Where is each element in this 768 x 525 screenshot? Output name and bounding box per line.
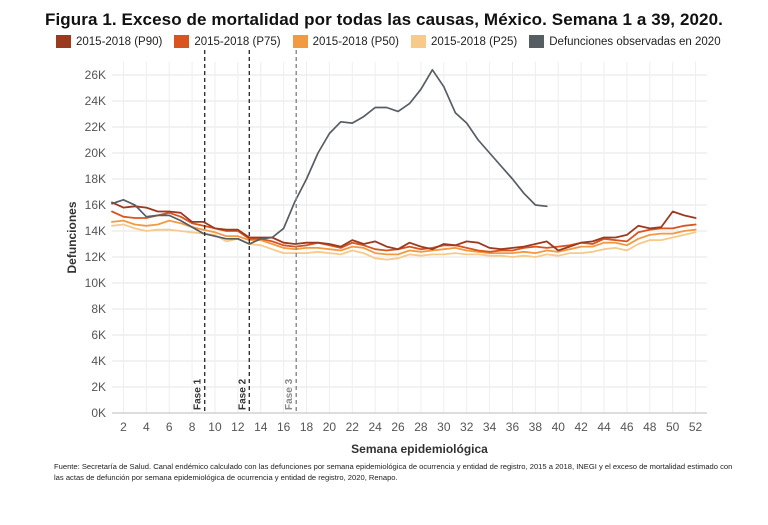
source-note: Fuente: Secretaría de Salud. Canal endém… — [54, 462, 733, 482]
legend-item-p75[interactable]: 2015-2018 (P75) — [174, 35, 281, 48]
y-tick-label: 24K — [85, 94, 106, 108]
legend-label-p25: 2015-2018 (P25) — [430, 35, 518, 48]
x-tick-label: 10 — [208, 420, 222, 434]
legend: 2015-2018 (P90) 2015-2018 (P75) 2015-201… — [56, 35, 733, 48]
phase-label-3: Fase 3 — [284, 378, 295, 410]
x-tick-label: 20 — [323, 420, 337, 434]
x-tick-label: 42 — [574, 420, 588, 434]
x-tick-label: 14 — [254, 420, 268, 434]
legend-swatch-observed — [529, 35, 545, 48]
legend-label-p90: 2015-2018 (P90) — [76, 35, 163, 48]
x-tick-label: 40 — [552, 420, 566, 434]
legend-swatch-p75 — [174, 35, 190, 48]
x-tick-label: 8 — [189, 420, 196, 434]
legend-swatch-p50 — [292, 35, 308, 48]
x-tick-label: 32 — [460, 420, 474, 434]
series-line-5 — [111, 68, 548, 245]
y-tick-label: 6K — [91, 328, 106, 342]
y-tick-label: 2K — [91, 380, 106, 394]
x-tick-label: 46 — [620, 420, 634, 434]
y-tick-label: 4K — [91, 354, 106, 368]
x-tick-label: 36 — [506, 420, 520, 434]
y-tick-label: 8K — [91, 302, 106, 316]
y-tick-label: 18K — [85, 172, 106, 186]
phase-label-1: Fase 1 — [193, 378, 204, 410]
y-tick-label: 16K — [85, 198, 106, 212]
x-tick-label: 50 — [666, 420, 680, 434]
phase-label-2: Fase 2 — [237, 378, 248, 410]
legend-item-observed[interactable]: Defunciones observadas en 2020 — [529, 35, 721, 48]
x-tick-label: 30 — [437, 420, 451, 434]
x-tick-label: 4 — [143, 420, 150, 434]
x-tick-label: 22 — [346, 420, 360, 434]
legend-label-p50: 2015-2018 (P50) — [312, 35, 399, 48]
x-tick-label: 18 — [300, 420, 314, 434]
x-tick-label: 16 — [277, 420, 291, 434]
legend-item-p50[interactable]: 2015-2018 (P50) — [292, 35, 399, 48]
legend-label-p75: 2015-2018 (P75) — [194, 35, 281, 48]
series-line-4 — [111, 201, 697, 252]
y-tick-label: 26K — [85, 68, 106, 82]
y-tick-label: 14K — [85, 224, 106, 238]
x-tick-label: 28 — [414, 420, 428, 434]
x-tick-label: 34 — [483, 420, 497, 434]
x-tick-label: 6 — [166, 420, 173, 434]
series-line-3 — [111, 210, 697, 253]
y-tick-label: 0K — [91, 406, 106, 420]
legend-swatch-p25 — [410, 35, 426, 48]
legend-swatch-p90 — [56, 35, 71, 48]
x-tick-label: 44 — [597, 420, 611, 434]
x-tick-label: 26 — [391, 420, 405, 434]
x-tick-label: 52 — [689, 420, 703, 434]
y-tick-label: 22K — [85, 120, 106, 134]
x-tick-label: 12 — [231, 420, 245, 434]
x-tick-label: 24 — [368, 420, 382, 434]
x-tick-label: 2 — [120, 420, 127, 434]
y-tick-label: 20K — [85, 146, 106, 160]
y-tick-label: 12K — [85, 250, 106, 264]
series-line-2 — [111, 219, 697, 256]
chart-title: Figura 1. Exceso de mortalidad por todas… — [44, 10, 723, 29]
x-axis-title: Semana epidemiológica — [351, 442, 488, 456]
y-axis-title: Defunciones — [65, 201, 79, 273]
legend-label-observed: Defunciones observadas en 2020 — [549, 35, 721, 48]
y-tick-label: 10K — [85, 276, 106, 290]
legend-item-p90[interactable]: 2015-2018 (P90) — [56, 35, 162, 48]
legend-item-p25[interactable]: 2015-2018 (P25) — [410, 35, 518, 48]
x-tick-label: 38 — [529, 420, 543, 434]
x-tick-label: 48 — [643, 420, 657, 434]
